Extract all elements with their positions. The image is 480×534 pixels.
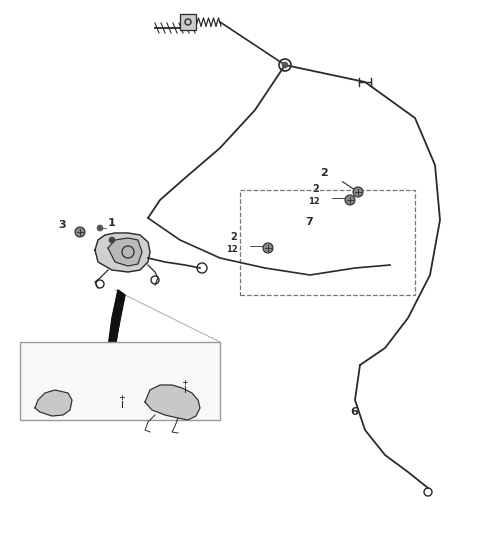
- Circle shape: [345, 195, 355, 205]
- Text: 2: 2: [230, 232, 237, 242]
- Text: 3: 3: [58, 220, 66, 230]
- Circle shape: [181, 378, 189, 386]
- Text: 5: 5: [175, 347, 182, 357]
- Text: 2: 2: [312, 184, 319, 194]
- Circle shape: [109, 237, 115, 243]
- Bar: [240, 190, 415, 295]
- Text: 10: 10: [202, 400, 216, 410]
- Text: 12: 12: [308, 197, 320, 206]
- Circle shape: [263, 243, 273, 253]
- Circle shape: [282, 62, 288, 68]
- Circle shape: [97, 225, 103, 231]
- Polygon shape: [145, 385, 200, 420]
- Polygon shape: [108, 238, 142, 266]
- Bar: [180, 14, 196, 30]
- Text: 7: 7: [305, 217, 313, 227]
- Text: 2: 2: [320, 168, 328, 178]
- Polygon shape: [95, 233, 150, 272]
- Polygon shape: [35, 390, 72, 416]
- Text: 11: 11: [168, 362, 181, 372]
- Text: 4: 4: [122, 235, 130, 245]
- Circle shape: [353, 187, 363, 197]
- Text: 1: 1: [108, 218, 116, 228]
- Circle shape: [118, 393, 126, 401]
- Bar: [20, 342, 220, 420]
- Text: 8: 8: [28, 380, 35, 390]
- Text: 9: 9: [118, 372, 125, 382]
- Circle shape: [75, 227, 85, 237]
- Polygon shape: [108, 290, 125, 348]
- Text: 12: 12: [226, 245, 238, 254]
- Text: 6: 6: [350, 407, 358, 417]
